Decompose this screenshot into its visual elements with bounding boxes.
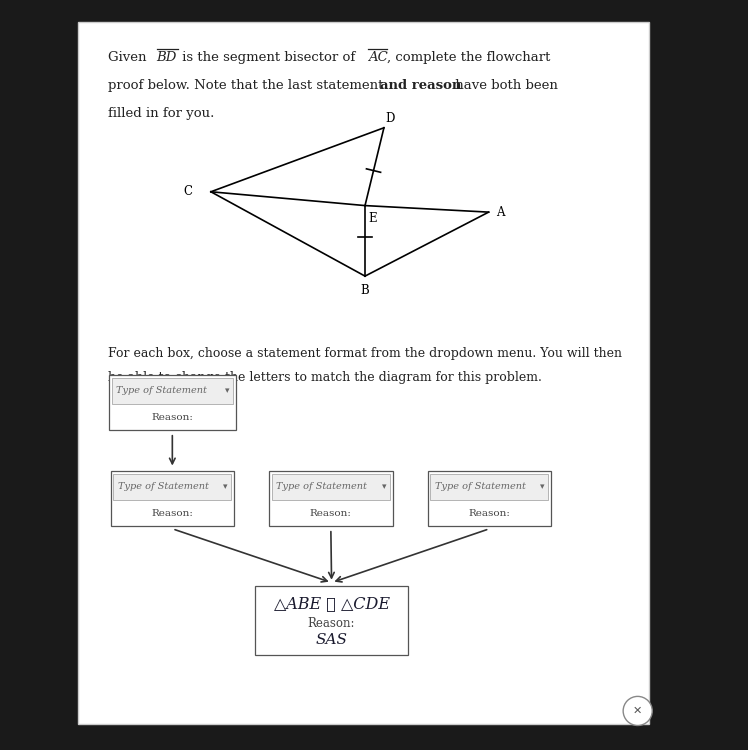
Text: BD: BD (156, 52, 177, 64)
FancyBboxPatch shape (108, 375, 236, 430)
Text: ✕: ✕ (633, 706, 643, 716)
FancyBboxPatch shape (428, 471, 551, 526)
Text: Reason:: Reason: (308, 617, 355, 630)
Text: have both been: have both been (451, 79, 558, 92)
Text: Reason:: Reason: (468, 509, 510, 518)
Text: Reason:: Reason: (151, 413, 193, 422)
FancyBboxPatch shape (255, 586, 408, 655)
FancyBboxPatch shape (114, 474, 231, 500)
Text: is the segment bisector of: is the segment bisector of (178, 52, 360, 64)
Text: Reason:: Reason: (310, 509, 352, 518)
Text: and reason: and reason (379, 79, 461, 92)
Circle shape (623, 697, 652, 725)
Text: D: D (385, 112, 394, 125)
Text: , complete the flowchart: , complete the flowchart (387, 52, 551, 64)
Text: be able to change the letters to match the diagram for this problem.: be able to change the letters to match t… (108, 371, 542, 384)
Text: Reason:: Reason: (151, 509, 193, 518)
Text: Type of Statement: Type of Statement (435, 482, 526, 491)
Text: Given: Given (108, 52, 150, 64)
FancyBboxPatch shape (269, 471, 393, 526)
Text: △ABE ≅ △CDE: △ABE ≅ △CDE (274, 596, 390, 613)
Text: ▾: ▾ (225, 386, 230, 395)
Text: ▾: ▾ (223, 482, 227, 491)
Text: Type of Statement: Type of Statement (116, 386, 207, 395)
FancyBboxPatch shape (430, 474, 548, 500)
FancyBboxPatch shape (272, 474, 390, 500)
FancyBboxPatch shape (111, 378, 233, 404)
Text: B: B (361, 284, 370, 297)
Text: A: A (496, 206, 504, 218)
Text: Type of Statement: Type of Statement (276, 482, 367, 491)
Text: Type of Statement: Type of Statement (117, 482, 209, 491)
Text: For each box, choose a statement format from the dropdown menu. You will then: For each box, choose a statement format … (108, 347, 622, 360)
Text: ▾: ▾ (540, 482, 545, 491)
Text: C: C (183, 185, 192, 198)
Text: E: E (368, 212, 376, 225)
Text: filled in for you.: filled in for you. (108, 106, 214, 120)
Text: AC: AC (368, 52, 387, 64)
Text: proof below. Note that the last statement: proof below. Note that the last statemen… (108, 79, 387, 92)
FancyBboxPatch shape (78, 22, 649, 724)
Text: ▾: ▾ (381, 482, 386, 491)
FancyBboxPatch shape (111, 471, 234, 526)
Text: SAS: SAS (316, 634, 348, 647)
